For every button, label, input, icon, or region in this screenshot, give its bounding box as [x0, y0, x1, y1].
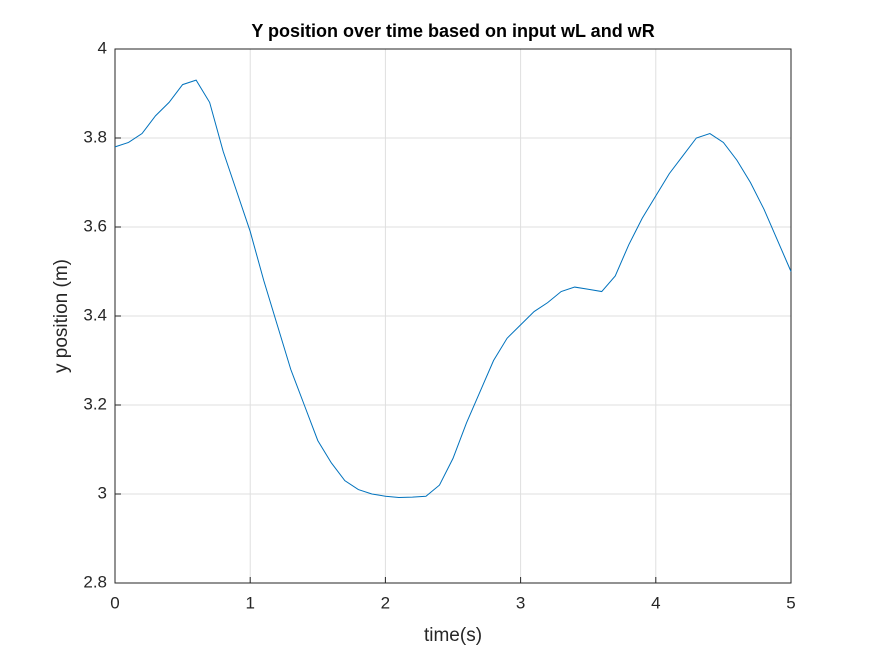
chart-title: Y position over time based on input wL a… [251, 21, 654, 41]
y-tick-label: 4 [98, 38, 107, 57]
y-tick-label: 3.2 [83, 394, 107, 413]
x-tick-label: 0 [110, 593, 119, 612]
y-tick-label: 3.8 [83, 127, 107, 146]
y-axis-label: y position (m) [51, 259, 72, 373]
x-tick-label: 4 [651, 593, 660, 612]
y-tick-label: 3.6 [83, 216, 107, 235]
x-tick-label: 3 [516, 593, 525, 612]
x-tick-label: 1 [245, 593, 254, 612]
y-tick-label: 3 [98, 483, 107, 502]
x-axis-label: time(s) [424, 625, 482, 646]
axes-box [114, 48, 792, 584]
y-tick-label: 3.4 [83, 305, 107, 324]
x-tick-label: 2 [381, 593, 390, 612]
x-tick-label: 5 [786, 593, 795, 612]
data-line [114, 79, 792, 499]
y-tick-label: 2.8 [83, 572, 107, 591]
